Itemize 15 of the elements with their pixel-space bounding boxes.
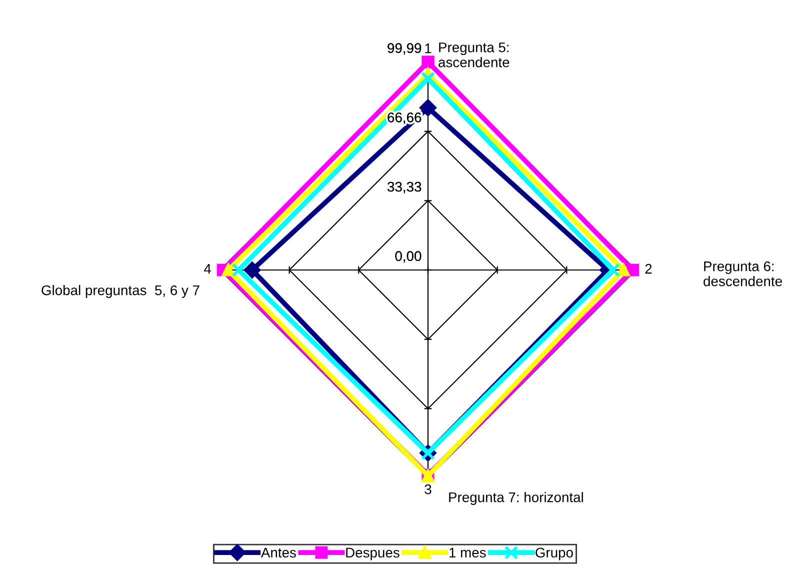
text: Global preguntas 5, 6 y 7 (42, 285, 200, 298)
y-tick-label: 33,33 (388, 182, 422, 194)
y-tick-label: 99,99 (388, 43, 422, 55)
y-tick-label: 0,00 (395, 251, 422, 263)
text: Pregunta 7: horizontal (449, 492, 583, 505)
legend-label: Despues (346, 548, 400, 560)
spoke-label: 4 (204, 264, 211, 274)
spoke-label: 2 (645, 264, 652, 274)
spoke-label: 3 (424, 484, 432, 494)
spoke-label: 1 (425, 44, 432, 54)
legend-label: Grupo (536, 548, 573, 560)
legend-label: 1 mes (450, 548, 486, 558)
text: Pregunta 6: descendente (704, 261, 782, 286)
legend-label: Antes (260, 548, 296, 558)
text: Pregunta 5: ascendente (438, 42, 510, 68)
